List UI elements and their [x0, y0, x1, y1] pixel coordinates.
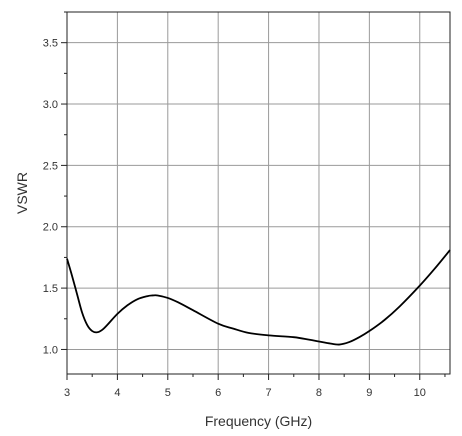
- grid: [67, 12, 450, 374]
- plot-frame: [66, 11, 451, 375]
- x-tick-label-7: 10: [414, 387, 426, 399]
- x-tick-label-3: 6: [215, 387, 221, 399]
- y-tick-label-4: 3.0: [43, 99, 58, 111]
- y-tick-label-2: 2.0: [43, 222, 58, 234]
- y-tick-label-3: 2.5: [43, 160, 58, 172]
- y-tick-label-5: 3.5: [43, 38, 58, 50]
- axis-ticks: [61, 11, 446, 380]
- x-tick-label-2: 5: [165, 387, 171, 399]
- y-tick-label-0: 1.0: [43, 344, 58, 356]
- tick-labels: 3 4 5 6 7 8 9 10 1.0 1.5 2.0 2.5 3.0 3.5: [43, 38, 426, 399]
- x-tick-label-5: 8: [316, 387, 322, 399]
- x-tick-label-1: 4: [114, 387, 120, 399]
- x-tick-label-4: 7: [266, 387, 272, 399]
- series: [66, 249, 451, 346]
- y-tick-label-1: 1.5: [43, 283, 58, 295]
- x-tick-label-6: 9: [366, 387, 372, 399]
- x-axis-title: Frequency (GHz): [205, 413, 312, 429]
- y-axis-title: VSWR: [14, 172, 30, 214]
- x-tick-label-0: 3: [64, 387, 70, 399]
- series-line-0: [66, 249, 451, 346]
